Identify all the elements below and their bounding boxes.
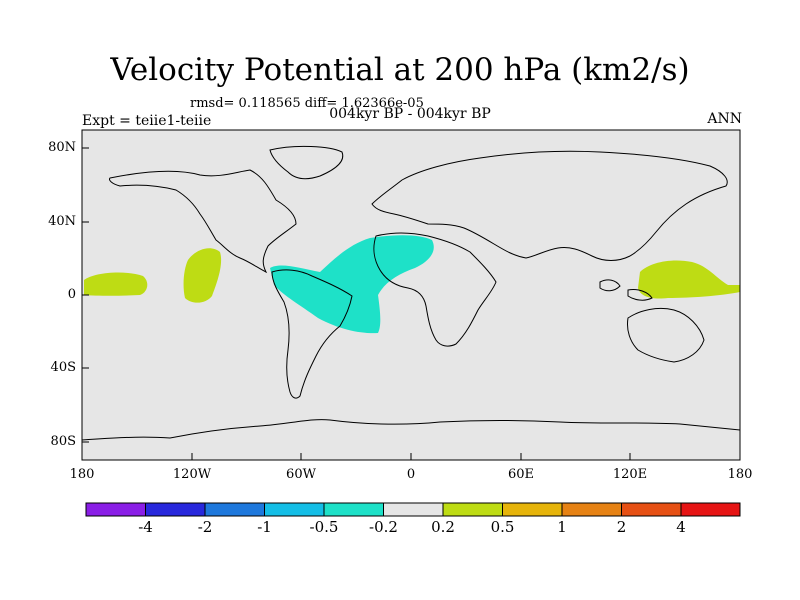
lon-label-120e: 120E — [612, 467, 648, 482]
colorbar-label-10: 4 — [676, 518, 686, 536]
lat-label-eq: 0 — [67, 287, 76, 302]
colorbar-box-7 — [443, 503, 503, 516]
experiment-label: Expt = teiie1-teiie — [82, 113, 212, 129]
colorbar-box-10 — [621, 503, 681, 516]
coastline-south-america — [271, 269, 353, 399]
plot-title: Velocity Potential at 200 hPa (km2/s) — [110, 52, 690, 88]
colorbar — [85, 502, 741, 517]
colorbar-box-5 — [324, 503, 384, 516]
colorbar-label-8: 1 — [557, 518, 567, 536]
lat-label-40n: 40N — [48, 214, 76, 229]
colorbar-label-4: -0.5 — [309, 518, 339, 536]
anomaly-region-east-pacific-positive — [183, 248, 222, 303]
colorbar-box-3 — [205, 503, 265, 516]
colorbar-label-5: -0.2 — [369, 518, 398, 536]
lon-label-60w: 60W — [286, 467, 316, 482]
anomaly-region-atlantic-negative — [270, 235, 434, 334]
coastline-antarctica — [81, 419, 741, 441]
lon-label-0: 0 — [406, 467, 416, 482]
map-background — [82, 130, 740, 460]
anomaly-fields — [84, 235, 740, 334]
coastline-greenland — [269, 145, 344, 180]
colorbar-label-9: 2 — [616, 518, 627, 536]
colorbar-box-8 — [502, 503, 562, 516]
coastline-africa — [373, 232, 497, 347]
coastline-north-america — [109, 169, 297, 274]
lon-label-60e: 60E — [507, 467, 535, 482]
colorbar-box-11 — [681, 503, 740, 516]
anomaly-region-central-pacific-positive — [84, 272, 148, 296]
colorbar-label-1: -4 — [138, 518, 153, 536]
colorbar-box-6 — [383, 503, 443, 516]
coastlines — [81, 145, 741, 441]
lat-label-80s: 80S — [50, 434, 76, 449]
rmsd-diff-stats: rmsd= 0.118565 diff= 1.62366e-05 — [190, 96, 424, 111]
period-label: 004kyr BP - 004kyr BP — [329, 106, 491, 122]
colorbar-frame — [85, 502, 741, 517]
lon-label-180e: 180 — [727, 467, 753, 482]
colorbar-box-4 — [264, 503, 324, 516]
season-label: ANN — [707, 111, 742, 127]
coastline-europe-asia — [371, 150, 728, 261]
lon-label-180w: 180 — [69, 467, 95, 482]
colorbar-box-1 — [86, 503, 146, 516]
colorbar-box-2 — [145, 503, 205, 516]
colorbar-label-6: 0.2 — [431, 518, 455, 536]
coastline-indonesia — [599, 279, 653, 301]
lat-label-40s: 40S — [50, 360, 76, 375]
colorbar-box-9 — [562, 503, 622, 516]
lon-label-120w: 120W — [172, 467, 212, 482]
coastline-australia — [627, 307, 705, 363]
axis-ticks — [81, 147, 741, 460]
anomaly-region-west-pacific-positive — [638, 260, 740, 299]
lat-label-80n: 80N — [48, 140, 76, 155]
colorbar-label-3: -1 — [257, 518, 272, 536]
colorbar-label-7: 0.5 — [490, 518, 515, 536]
colorbar-label-2: -2 — [197, 518, 213, 536]
